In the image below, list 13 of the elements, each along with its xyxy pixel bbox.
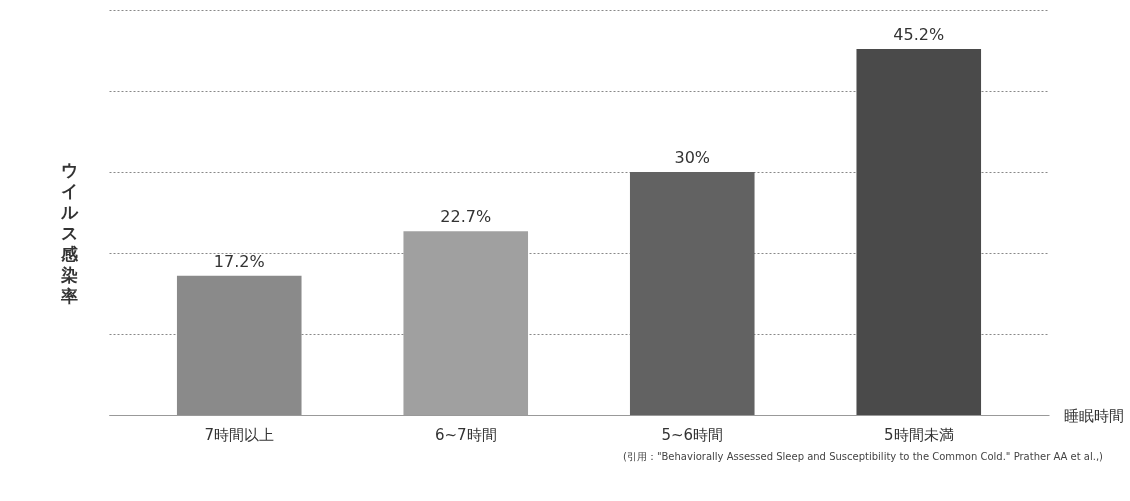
bar [856,48,982,415]
x-tick-label: 6~7時間 [434,425,497,444]
data-label: 17.2% [213,251,265,271]
x-tick-label: 7時間以上 [204,425,275,444]
data-label: 30% [674,148,711,167]
y-axis-title: ウイルス感染率 [60,159,79,306]
bar [629,172,755,415]
x-tick-label: 5~6時間 [661,425,724,444]
text: (引用："Behaviorally Assessed Sleep and Susceptibility to the Common Cold." Prather AA et al.,) [623,451,1104,462]
data-label: 22.7% [440,207,492,227]
x-axis-title: 睡眠時間 [1063,406,1124,425]
x-tick-label: 5時間未満 [883,425,954,444]
data-label: 45.2% [893,24,945,44]
